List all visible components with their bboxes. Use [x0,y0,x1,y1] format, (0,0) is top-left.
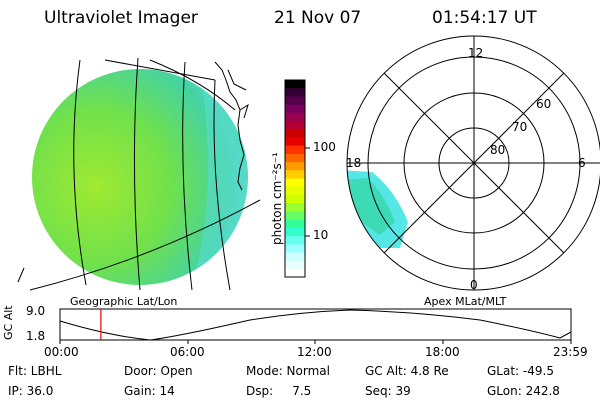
app-title: Ultraviolet Imager [44,8,198,28]
info-gcalt: GC Alt: 4.8 Re [365,364,449,378]
mlat-label-60: 60 [536,97,552,111]
colorbar-segment [285,268,305,278]
colorbar-segment [285,235,305,245]
colorbar-segment [285,129,305,138]
mlt-label-0: 0 [470,278,478,292]
colorbar-segment [285,227,305,237]
mlt-label-18: 18 [346,156,362,170]
info-ip: IP: 36.0 [8,384,54,398]
colorbar-segment [285,96,305,106]
mlt-label-12: 12 [468,46,484,60]
colorbar-segment [285,88,305,97]
date-label: 21 Nov 07 [274,8,362,28]
alt-axis-label: GC Alt [2,305,15,340]
colorbar-segment [285,121,305,130]
colorbar-tick-10: 10 [313,228,329,242]
time-label: 01:54:17 UT [432,8,537,28]
colorbar-segment [285,80,305,89]
colorbar-segment [285,145,305,155]
colorbar-tick-100: 100 [313,140,336,154]
info-gain: Gain: 14 [124,384,175,398]
geographic-caption: Geographic Lat/Lon [70,295,178,308]
colorbar-segment [285,203,305,212]
colorbar-segment [285,178,305,188]
colorbar-segment [285,252,305,262]
mlt-label-6: 6 [578,156,586,170]
info-flt: Flt: LBHL [8,364,62,378]
time-tick-2359: 23:59 [553,345,588,359]
colorbar-segment [285,244,305,253]
colorbar-segment [285,112,305,122]
colorbar-segment [285,104,305,114]
mlat-label-70: 70 [512,120,528,134]
alt-tick-9: 9.0 [26,304,46,318]
time-tick-0000: 00:00 [44,345,79,359]
colorbar-segment [285,170,305,179]
info-seq: Seq: 39 [365,384,411,398]
alt-tick-1.8: 1.8 [26,329,46,343]
time-tick-1800: 18:00 [425,345,460,359]
info-glat: GLat: -49.5 [487,364,554,378]
colorbar-segment [285,219,305,229]
apex-caption: Apex MLat/MLT [424,295,507,308]
info-dsp: Dsp: 7.5 [246,384,312,398]
colorbar-segment [285,137,305,147]
info-door: Door: Open [124,364,193,378]
colorbar-segment [285,260,305,270]
colorbar-segment [285,186,305,196]
colorbar-segment [285,153,305,163]
time-tick-0600: 06:00 [170,345,205,359]
mlat-label-80: 80 [490,143,506,157]
info-mode: Mode: Normal [246,364,330,378]
info-glon: GLon: 242.8 [487,384,560,398]
colorbar-segment [285,211,305,221]
colorbar-segment [285,162,305,171]
time-tick-1200: 12:00 [297,345,332,359]
colorbar-segment [285,194,305,204]
